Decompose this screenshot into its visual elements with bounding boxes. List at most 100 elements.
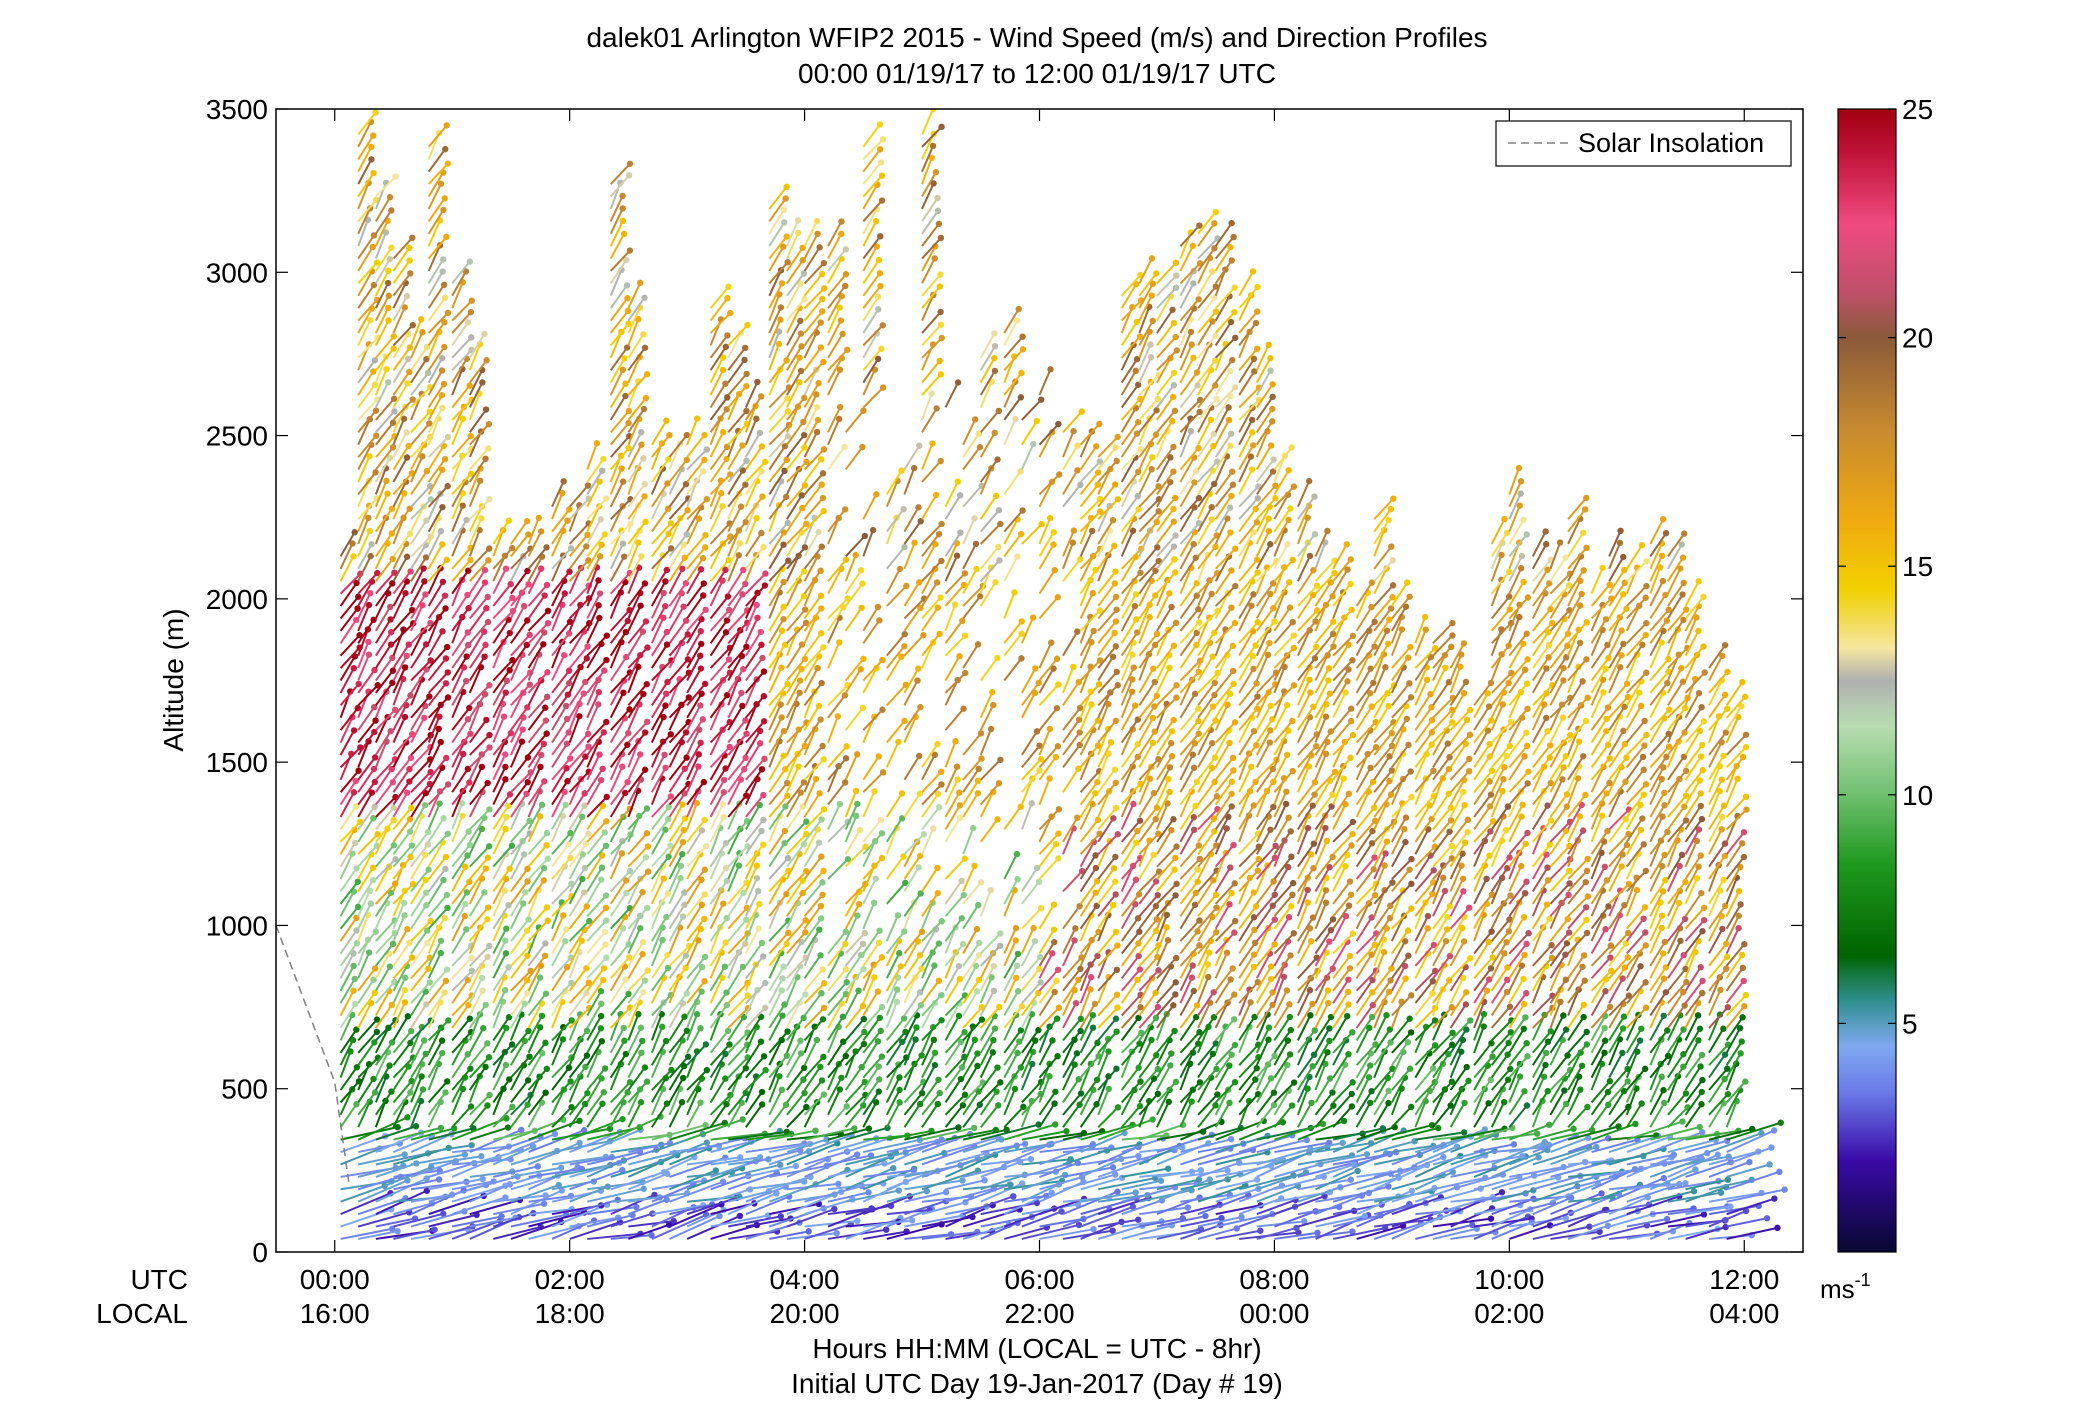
wind-barb-dot — [930, 825, 937, 832]
wind-barb-dot — [1078, 408, 1086, 415]
wind-barb-dot — [661, 751, 668, 759]
wind-barb — [392, 543, 408, 570]
wind-barb — [451, 368, 464, 396]
wind-barb — [568, 1030, 588, 1054]
wind-barb-dot — [860, 407, 867, 414]
wind-barb — [510, 891, 527, 917]
wind-barb-dot — [584, 730, 592, 738]
wind-barb — [392, 818, 411, 843]
wind-barb-dot — [441, 456, 449, 463]
wind-barb-dot — [1051, 938, 1058, 946]
wind-barb-dot — [817, 344, 825, 351]
wind-barb-dot — [371, 357, 379, 364]
wind-barb-dot — [843, 1103, 850, 1110]
wind-barb-dot — [442, 655, 450, 662]
wind-barb — [586, 796, 608, 818]
wind-barb-dot — [595, 701, 602, 708]
wind-barb-dot — [958, 1064, 966, 1071]
wind-barb-dot — [478, 974, 486, 982]
wind-barb — [340, 1126, 398, 1141]
wind-barb-dot — [974, 1050, 981, 1057]
wind-barb — [1003, 633, 1023, 657]
wind-barb-dot — [1074, 814, 1081, 821]
wind-barb-dot — [743, 643, 750, 650]
wind-barb-dot — [443, 891, 451, 899]
wind-barb-dot — [484, 1102, 491, 1109]
wind-barb-dot — [934, 1100, 941, 1108]
wind-barb-dot — [780, 727, 788, 735]
wind-barb-dot — [564, 517, 571, 524]
wind-barb — [510, 520, 528, 545]
wind-barb — [427, 172, 445, 198]
wind-barb-dot — [759, 654, 766, 662]
wind-barb-dot — [624, 617, 631, 625]
wind-barb — [410, 1076, 423, 1103]
wind-barb-dot — [426, 693, 433, 700]
wind-barb — [392, 956, 413, 979]
wind-barb-dot — [482, 455, 489, 462]
wind-barb-dot — [534, 1163, 541, 1170]
wind-barb-dot — [541, 952, 549, 959]
wind-barb — [568, 1054, 588, 1079]
wind-barb-dot — [678, 1099, 686, 1106]
wind-barb — [357, 308, 373, 334]
wind-barb-dot — [523, 517, 531, 525]
wind-barb-dot — [458, 800, 466, 807]
wind-barb — [510, 820, 531, 843]
wind-barb — [468, 529, 481, 557]
wind-barb — [375, 1189, 428, 1216]
wind-barb-dot — [383, 477, 390, 485]
wind-barb-dot — [400, 415, 408, 422]
wind-barb-dot — [418, 1073, 425, 1080]
wind-barb — [339, 881, 359, 905]
wind-barb-dot — [350, 962, 357, 970]
wind-barb-dot — [442, 865, 449, 873]
wind-barb-dot — [820, 867, 827, 875]
wind-barb-dot — [406, 765, 413, 773]
wind-barb-dot — [520, 602, 528, 610]
wind-barb — [357, 234, 375, 260]
wind-barb — [510, 840, 524, 868]
wind-barb-dot — [978, 1016, 986, 1023]
wind-barb — [468, 927, 482, 954]
wind-barb-dot — [718, 490, 725, 497]
wind-barb — [686, 418, 699, 446]
wind-barb-dot — [1091, 1000, 1099, 1008]
wind-barb — [410, 520, 428, 545]
wind-barb-dot — [602, 904, 610, 912]
wind-barb — [392, 1065, 410, 1091]
wind-barb — [468, 1075, 481, 1103]
wind-barb-dot — [684, 507, 691, 514]
wind-barb-dot — [619, 1115, 626, 1123]
wind-barb-dot — [401, 490, 408, 497]
wind-barb — [527, 568, 543, 595]
wind-barb — [451, 1196, 506, 1216]
wind-barb-dot — [424, 369, 432, 377]
wind-barb — [862, 619, 881, 644]
wind-barb — [451, 994, 473, 1017]
wind-barb-dot — [777, 1213, 785, 1220]
wind-barb — [451, 667, 465, 694]
wind-barb-dot — [466, 878, 473, 885]
wind-barb — [1038, 728, 1051, 756]
wind-barb — [451, 311, 472, 334]
wind-barb — [944, 708, 965, 731]
wind-barb-dot — [783, 233, 790, 240]
wind-barb-dot — [1038, 520, 1045, 528]
wind-barb — [609, 692, 625, 719]
wind-barb-dot — [974, 641, 982, 648]
wind-barb-dot — [875, 753, 882, 760]
wind-barb-dot — [619, 478, 627, 485]
wind-barb-dot — [720, 428, 727, 436]
wind-barb-dot — [543, 730, 550, 737]
wind-barb — [768, 544, 785, 570]
wind-barb-dot — [719, 503, 726, 510]
wind-barb-dot — [801, 655, 809, 663]
wind-barb-dot — [421, 441, 428, 449]
wind-barb — [427, 1027, 443, 1054]
wind-barb — [609, 816, 625, 843]
wind-barb-dot — [896, 1074, 903, 1081]
wind-barb — [410, 815, 423, 843]
wind-barb — [944, 655, 961, 681]
wind-barb — [469, 945, 491, 967]
